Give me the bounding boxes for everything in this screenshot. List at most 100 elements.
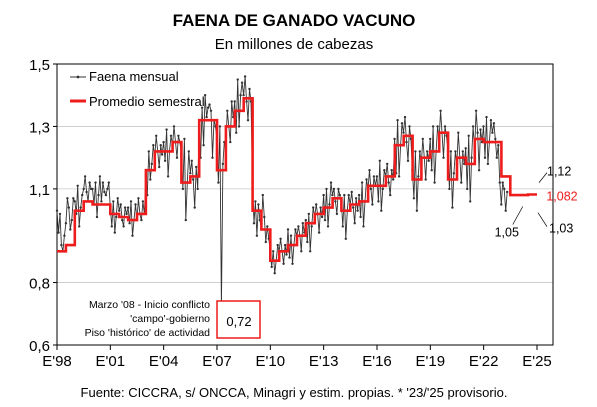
semester-step-line: [57, 97, 537, 262]
monthly-point: [485, 115, 488, 119]
monthly-point: [172, 125, 176, 128]
monthly-point: [439, 109, 442, 113]
monthly-point: [166, 175, 170, 178]
monthly-point: [433, 181, 436, 184]
monthly-point: [270, 265, 273, 269]
monthly-point: [217, 181, 220, 184]
monthly-point: [369, 187, 373, 191]
monthly-point: [365, 178, 368, 181]
monthly-point: [63, 234, 66, 237]
monthly-point: [67, 206, 71, 209]
monthly-point: [471, 125, 475, 128]
monthly-point: [326, 225, 330, 228]
monthly-point: [121, 218, 124, 222]
monthly-point: [467, 134, 470, 137]
monthly-point: [98, 175, 102, 178]
monthly-point: [97, 193, 100, 197]
monthly-point: [119, 203, 122, 206]
monthly-point: [101, 181, 105, 184]
monthly-point: [181, 187, 185, 191]
monthly-point: [483, 156, 487, 159]
monthly-point: [155, 134, 158, 137]
monthly-point: [239, 94, 242, 97]
monthly-point: [335, 212, 339, 216]
monthly-point: [211, 156, 214, 159]
monthly-point: [377, 200, 380, 203]
x-axis: E'98 E'01 E'04 E'07 E'10 E'13 E'16 E'19 E'22 E'25: [42, 345, 552, 370]
monthly-point: [147, 150, 150, 153]
monthly-point: [55, 209, 59, 212]
monthly-point: [368, 169, 371, 172]
monthly-point: [113, 231, 117, 234]
monthly-point: [396, 119, 399, 122]
monthly-point: [300, 250, 303, 253]
monthly-point: [381, 187, 384, 191]
monthly-point: [193, 206, 196, 209]
monthly-point: [461, 150, 464, 153]
x-tick-label: E'07: [202, 353, 232, 370]
monthly-point: [392, 178, 395, 181]
y-tick-label: 1,3: [29, 119, 50, 136]
annotation-leader: [512, 206, 524, 225]
legend-marker-monthly: [76, 75, 80, 79]
monthly-point: [426, 150, 429, 153]
monthly-point: [134, 203, 137, 206]
monthly-point: [218, 125, 222, 128]
monthly-point: [357, 193, 361, 197]
monthly-point: [412, 197, 416, 200]
callout: Marzo '08 - Inicio conflicto 'campo'-gob…: [85, 299, 261, 339]
monthly-point: [248, 87, 251, 91]
monthly-point: [454, 150, 457, 153]
monthly-point: [184, 218, 187, 222]
monthly-point: [332, 187, 336, 191]
monthly-point: [291, 262, 294, 265]
monthly-point: [306, 240, 309, 244]
monthly-point: [329, 181, 333, 184]
monthly-point: [266, 225, 269, 228]
monthly-point: [378, 159, 381, 162]
monthly-point: [163, 159, 167, 162]
monthly-point: [387, 181, 390, 184]
monthly-point: [400, 122, 404, 125]
monthly-point: [452, 172, 456, 175]
series-semester: [57, 97, 537, 262]
monthly-point: [91, 187, 94, 191]
monthly-point: [362, 225, 365, 228]
monthly-point: [494, 137, 497, 141]
monthly-point: [206, 106, 210, 109]
x-tick-label: E'10: [256, 353, 286, 370]
legend: Faena mensual Promedio semestral: [70, 69, 205, 109]
monthly-point: [352, 206, 355, 209]
annotation-label: 1,082: [546, 190, 577, 204]
monthly-point: [107, 181, 111, 184]
monthly-point: [264, 240, 267, 244]
monthly-point: [187, 150, 190, 153]
monthly-point: [317, 231, 321, 234]
monthly-point: [304, 218, 307, 222]
monthly-point: [58, 212, 62, 216]
monthly-point: [162, 140, 165, 144]
callout-line-1: Marzo '08 - Inicio conflicto: [89, 299, 210, 311]
monthly-point: [79, 206, 82, 209]
monthly-point: [69, 228, 72, 231]
monthly-point: [331, 193, 334, 197]
monthly-point: [325, 187, 328, 191]
monthly-point: [334, 200, 337, 203]
monthly-point: [506, 190, 509, 194]
callout-line-3: Piso 'histórico' de actividad: [85, 327, 211, 339]
monthly-point: [482, 125, 485, 128]
monthly-point: [337, 187, 340, 191]
monthly-point: [85, 190, 88, 194]
monthly-point: [429, 137, 432, 141]
monthly-point: [242, 94, 245, 97]
monthly-point: [112, 200, 115, 203]
monthly-point: [263, 215, 266, 219]
monthly-point: [137, 197, 140, 200]
monthly-point: [152, 144, 155, 147]
monthly-point: [183, 137, 186, 141]
x-tick-label: E'19: [416, 353, 446, 370]
monthly-point: [237, 125, 241, 128]
monthly-point: [504, 209, 507, 212]
monthly-point: [431, 125, 435, 128]
